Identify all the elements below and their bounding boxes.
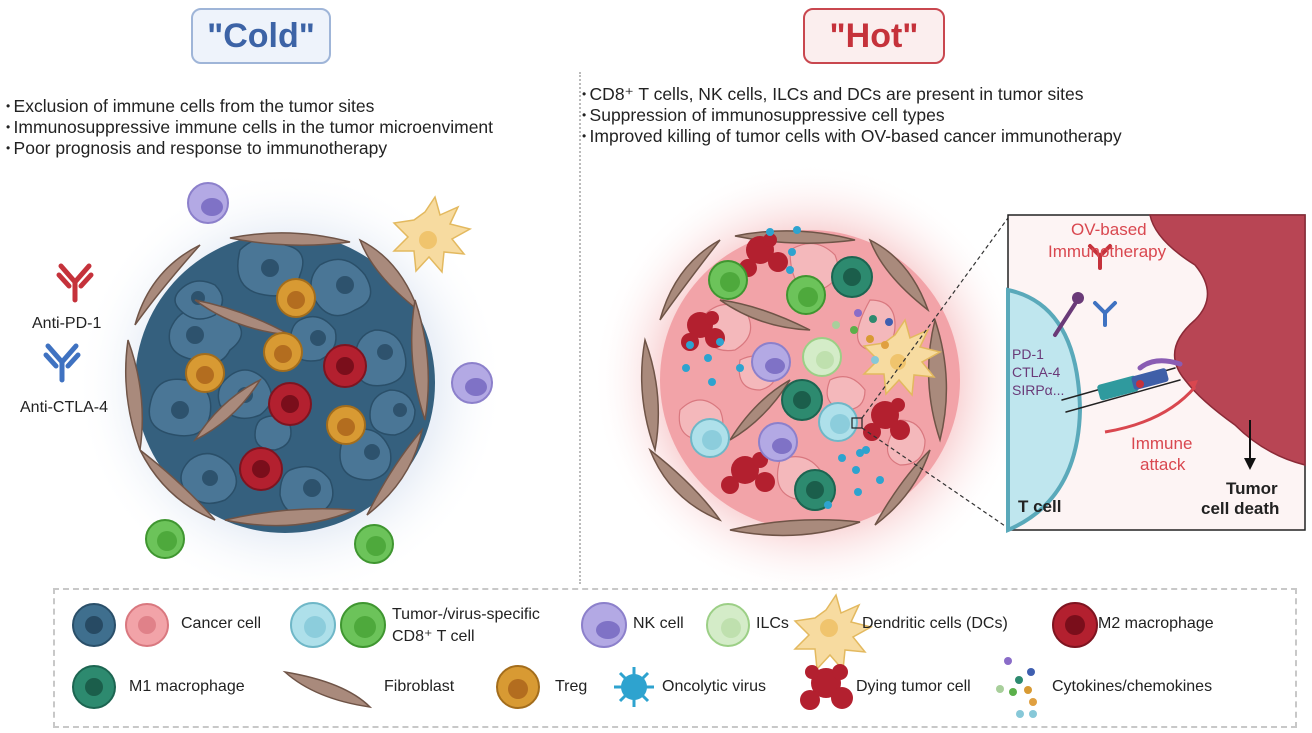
immune-attack-label-2: attack: [1140, 455, 1186, 474]
cold-tumor: [43, 170, 505, 600]
legend-icons: [72, 593, 1098, 718]
cold-title: "Cold": [191, 8, 331, 64]
legend-nk-cell: NK cell: [633, 615, 684, 632]
cold-bullet-list: Exclusion of immune cells from the tumor…: [6, 96, 493, 159]
dying-cell-icon: [800, 664, 853, 710]
immune-attack-label-1: Immune: [1131, 434, 1193, 453]
legend-cd8-line1: Tumor-/virus-specific: [392, 606, 540, 623]
cold-bullet: Poor prognosis and response to immunothe…: [6, 138, 493, 159]
cytokine-icon: [996, 657, 1037, 718]
legend-oncolytic: Oncolytic virus: [662, 678, 767, 695]
hot-tumor: [592, 162, 1028, 598]
hot-bullet: CD8⁺ T cells, NK cells, ILCs and DCs are…: [582, 84, 1122, 105]
legend-box: [53, 588, 1297, 728]
t-cell-icon: [690, 260, 858, 458]
hot-title: "Hot": [803, 8, 945, 64]
cold-bullet: Immunosuppressive immune cells in the tu…: [6, 117, 493, 138]
cold-bullet: Exclusion of immune cells from the tumor…: [6, 96, 493, 117]
macrophage-icon: [239, 344, 367, 491]
legend-fibroblast: Fibroblast: [384, 678, 455, 695]
t-cell-membrane: [1006, 287, 1083, 534]
ilc-icon: [802, 337, 842, 377]
tumor-death-label-1: Tumor: [1226, 479, 1278, 498]
legend-treg: Treg: [555, 678, 588, 695]
immunotherapy-inset: [1006, 214, 1306, 534]
fibroblast-icon: [282, 670, 373, 709]
legend-dying: Dying tumor cell: [856, 678, 971, 695]
checkpoint-label: CTLA-4: [1012, 364, 1061, 380]
hot-bullet: Improved killing of tumor cells with OV-…: [582, 126, 1122, 147]
legend-m1: M1 macrophage: [129, 678, 245, 695]
macrophage-icon: [781, 256, 873, 511]
dendritic-cell-icon: [392, 195, 473, 274]
tumor-death-label-2: cell death: [1201, 499, 1280, 518]
checkpoint-label: PD-1: [1012, 346, 1044, 362]
zoom-marker: [851, 417, 863, 429]
virus-icon: [682, 226, 884, 509]
cytokine-icon: [832, 309, 893, 364]
checkpoint-label: SIRPα...: [1012, 382, 1065, 398]
legend-cancer-cell: Cancer cell: [181, 615, 262, 632]
t-cell-label: T cell: [1018, 497, 1062, 516]
t-cell-icon: [145, 519, 394, 564]
hot-bullet: Suppression of immunosuppressive cell ty…: [582, 105, 1122, 126]
anti-ctla4-label: Anti-CTLA-4: [20, 399, 109, 416]
legend-cytokines: Cytokines/chemokines: [1052, 678, 1213, 695]
anti-pd1-label: Anti-PD-1: [32, 315, 102, 332]
therapy-label-1: OV-based: [1071, 220, 1147, 239]
legend-cd8-line2: CD8⁺ T cell: [392, 628, 475, 645]
legend-ilcs: ILCs: [756, 615, 789, 632]
legend-dendritic: Dendritic cells (DCs): [862, 615, 1008, 632]
antibody-icon: [43, 263, 94, 383]
hot-bullet-list: CD8⁺ T cells, NK cells, ILCs and DCs are…: [582, 84, 1122, 147]
nk-cell-icon: [751, 342, 798, 462]
nk-cell-icon: [187, 182, 493, 404]
panel-divider: [579, 72, 581, 584]
treg-icon: [185, 278, 366, 445]
legend-m2: M2 macrophage: [1098, 615, 1214, 632]
tumor-cell-membrane: [1149, 214, 1306, 466]
therapy-label-2: Immunotherapy: [1048, 242, 1167, 261]
fibroblast-icon: [124, 232, 430, 527]
